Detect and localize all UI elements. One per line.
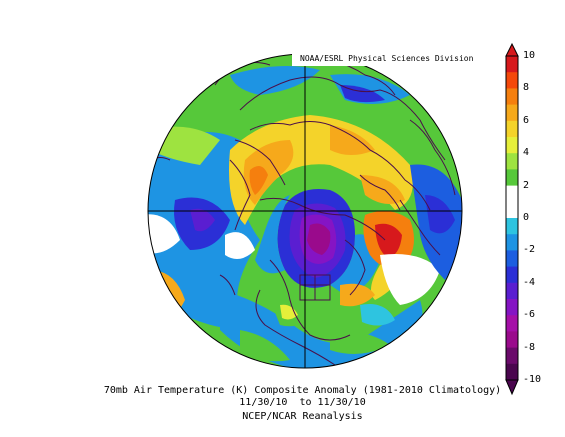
colorbar-tick-label: -10 (523, 374, 542, 385)
colorbar-swatch (506, 315, 518, 332)
colorbar-tick-label: 0 (523, 212, 530, 223)
colorbar-swatch (506, 137, 518, 154)
colorbar-swatch (506, 234, 518, 251)
colorbar-swatch (506, 331, 518, 349)
colorbar-swatch (506, 250, 518, 268)
colorbar-tick-label: -6 (523, 309, 536, 321)
colorbar-swatch (506, 104, 518, 122)
colorbar-swatch (506, 120, 518, 138)
colorbar-swatch (506, 72, 518, 89)
colorbar-tick-label: 4 (523, 147, 530, 159)
colorbar-tick-label: -4 (523, 276, 536, 288)
colorbar-swatch (506, 56, 518, 73)
colorbar-swatch (506, 299, 518, 316)
colorbar-swatch (506, 153, 518, 170)
caption-dates: 11/30/10 to 11/30/10 (239, 397, 366, 408)
coastlines (149, 59, 456, 366)
colorbar-tick-label: -2 (523, 244, 536, 256)
colorbar (505, 42, 519, 396)
credit-label: NOAA/ESRL Physical Sciences Division (292, 52, 473, 66)
colorbar-swatch (506, 218, 518, 235)
caption-source: NCEP/NCAR Reanalysis (242, 411, 363, 422)
caption-title: 70mb Air Temperature (K) Composite Anoma… (103, 385, 502, 396)
colorbar-swatch (506, 282, 518, 300)
colorbar-tick-label: 8 (523, 82, 530, 94)
colorbar-frame (505, 55, 519, 381)
colorbar-swatch (506, 88, 518, 106)
colorbar-tick-label: -8 (523, 341, 536, 353)
colorbar-swatch (506, 185, 518, 203)
colorbar-swatch (506, 201, 518, 219)
colorbar-tick-label: 10 (523, 50, 536, 61)
colorbar-swatch (506, 347, 518, 365)
colorbar-max-arrow (505, 42, 519, 57)
colorbar-tick-label: 2 (523, 179, 530, 191)
colorbar-tick-label: 6 (523, 114, 530, 126)
polar-grid-lines (148, 54, 462, 368)
colorbar-swatch (506, 363, 518, 381)
colorbar-swatch (506, 266, 518, 284)
colorbar-swatch (506, 169, 518, 187)
